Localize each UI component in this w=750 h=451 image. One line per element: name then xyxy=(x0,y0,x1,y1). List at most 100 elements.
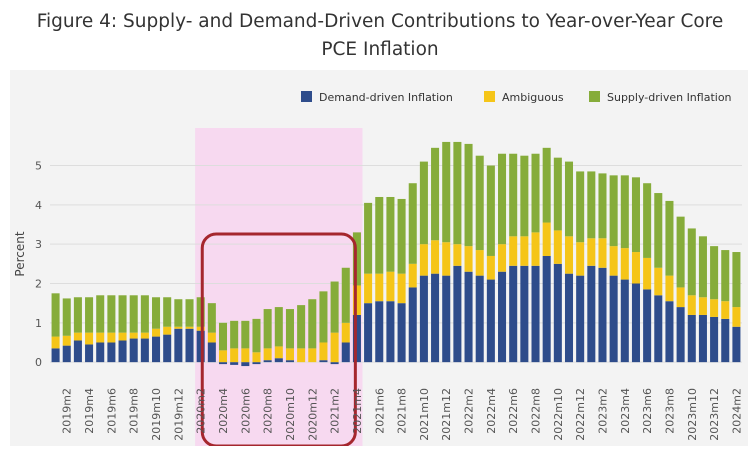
bar-segment xyxy=(163,334,172,363)
x-tick-label: 2019m4 xyxy=(83,388,96,434)
y-axis-label: Percent xyxy=(13,231,27,276)
y-tick-label: 2 xyxy=(35,277,42,290)
bar-segment xyxy=(241,362,250,367)
bar-segment xyxy=(498,244,507,272)
bar-segment xyxy=(96,295,105,333)
bar-segment xyxy=(598,238,607,268)
bar-segment xyxy=(308,348,317,363)
bar-segment xyxy=(330,332,339,363)
bar-segment xyxy=(408,263,417,288)
bar-segment xyxy=(442,275,451,363)
bar-segment xyxy=(419,244,428,276)
bar-segment xyxy=(564,161,574,237)
bar-segment xyxy=(319,360,328,363)
bar-segment xyxy=(174,326,183,329)
bar-segment xyxy=(85,332,94,345)
x-tick-label: 2022m4 xyxy=(485,388,498,434)
bar-segment xyxy=(263,360,272,363)
x-tick-label: 2020m10 xyxy=(284,388,297,441)
bar-segment xyxy=(531,153,540,233)
legend-label: Supply-driven Inflation xyxy=(607,91,732,104)
x-tick-label: 2019m6 xyxy=(105,388,118,434)
bar-segment xyxy=(587,238,596,266)
y-tick-label: 0 xyxy=(35,356,42,369)
bar-segment xyxy=(364,202,373,274)
bar-segment xyxy=(96,342,105,363)
bar-segment xyxy=(609,275,618,363)
bar-segment xyxy=(364,273,373,304)
bar-segment xyxy=(85,297,94,333)
bar-segment xyxy=(341,322,350,343)
x-tick-label: 2023m6 xyxy=(641,388,654,434)
bar-segment xyxy=(408,183,417,264)
bar-segment xyxy=(631,177,640,253)
bar-segment xyxy=(732,252,741,308)
bar-segment xyxy=(252,362,261,365)
bar-segment xyxy=(475,275,484,363)
bar-segment xyxy=(710,316,719,363)
bar-segment xyxy=(352,232,361,286)
bar-segment xyxy=(241,320,250,349)
bar-segment xyxy=(520,265,529,363)
bar-segment xyxy=(207,332,216,343)
bar-segment xyxy=(185,299,194,327)
bar-segment xyxy=(129,295,138,333)
y-tick-label: 1 xyxy=(35,317,42,330)
bar-segment xyxy=(620,248,629,280)
bar-segment xyxy=(196,326,205,331)
bar-segment xyxy=(710,299,719,317)
bar-segment xyxy=(542,147,551,223)
bar-segment xyxy=(408,287,417,363)
bar-segment xyxy=(364,303,373,363)
bar-segment xyxy=(152,336,161,363)
bar-segment xyxy=(676,216,685,288)
bar-segment xyxy=(330,362,339,365)
bar-segment xyxy=(665,275,674,302)
bar-segment xyxy=(230,362,239,365)
bar-segment xyxy=(531,232,540,266)
bar-segment xyxy=(152,297,161,329)
bar-segment xyxy=(207,342,216,363)
bar-segment xyxy=(62,335,71,346)
bar-segment xyxy=(643,257,652,290)
x-tick-label: 2020m6 xyxy=(239,388,252,434)
bar-segment xyxy=(732,307,741,327)
bar-segment xyxy=(710,246,719,300)
bar-segment xyxy=(218,362,228,365)
bar-segment xyxy=(118,332,127,341)
x-tick-label: 2021m2 xyxy=(329,388,342,434)
bar-segment xyxy=(453,141,462,245)
x-tick-label: 2022m8 xyxy=(530,388,543,434)
bar-segment xyxy=(431,147,440,241)
bar-segment xyxy=(140,295,149,333)
x-tick-label: 2021m6 xyxy=(373,388,386,434)
legend-swatch xyxy=(301,91,312,102)
x-tick-label: 2021m8 xyxy=(396,388,409,434)
bar-segment xyxy=(163,297,172,327)
x-tick-label: 2020m8 xyxy=(262,388,275,434)
y-tick-label: 3 xyxy=(35,238,42,251)
bar-segment xyxy=(721,301,730,319)
bar-segment xyxy=(620,175,629,249)
bar-segment xyxy=(498,271,507,363)
bar-segment xyxy=(62,345,71,363)
bar-segment xyxy=(352,314,361,363)
bar-segment xyxy=(564,273,574,363)
bar-segment xyxy=(520,236,529,266)
bar-segment xyxy=(330,281,339,333)
bar-segment xyxy=(587,171,596,239)
bars xyxy=(51,141,741,367)
x-tick-label: 2022m10 xyxy=(552,388,565,441)
x-tick-label: 2020m12 xyxy=(306,388,319,441)
bar-segment xyxy=(51,336,60,349)
bar-segment xyxy=(174,328,183,363)
bar-segment xyxy=(576,242,585,276)
bar-segment xyxy=(85,344,94,363)
x-tick-label: 2021m10 xyxy=(418,388,431,441)
bar-segment xyxy=(252,318,261,353)
bar-segment xyxy=(721,250,730,302)
bar-segment xyxy=(62,298,71,336)
bar-segment xyxy=(207,303,216,333)
bar-segment xyxy=(196,330,205,363)
x-tick-label: 2019m8 xyxy=(128,388,141,434)
